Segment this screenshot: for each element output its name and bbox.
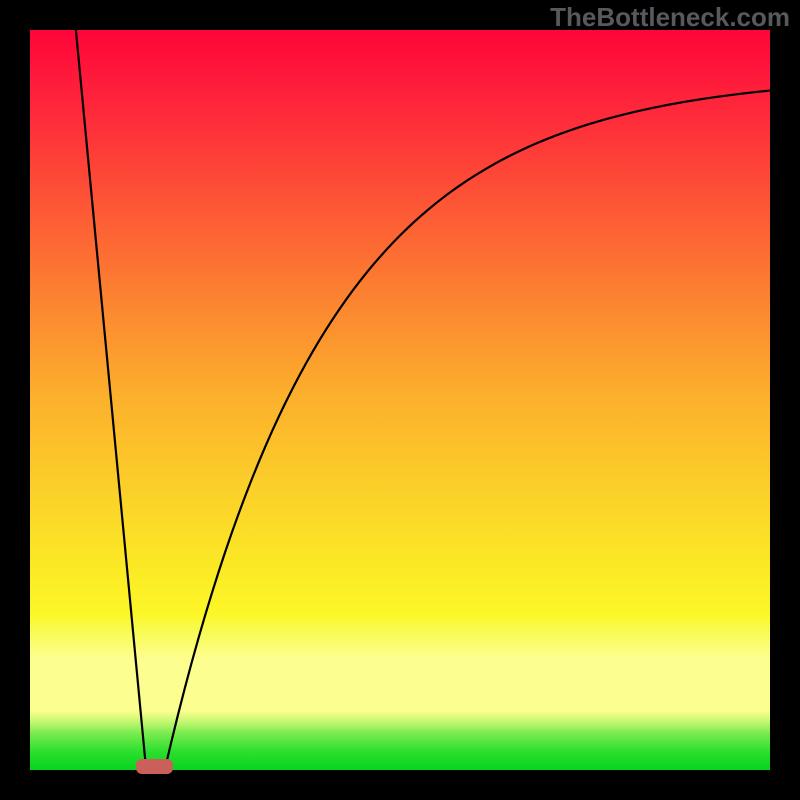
curve-layer <box>30 30 770 770</box>
optimum-marker <box>136 759 173 774</box>
watermark-text: TheBottleneck.com <box>550 2 790 33</box>
chart-container: TheBottleneck.com <box>0 0 800 800</box>
plot-area <box>30 30 770 770</box>
left-branch <box>76 30 146 770</box>
right-branch <box>165 91 770 770</box>
